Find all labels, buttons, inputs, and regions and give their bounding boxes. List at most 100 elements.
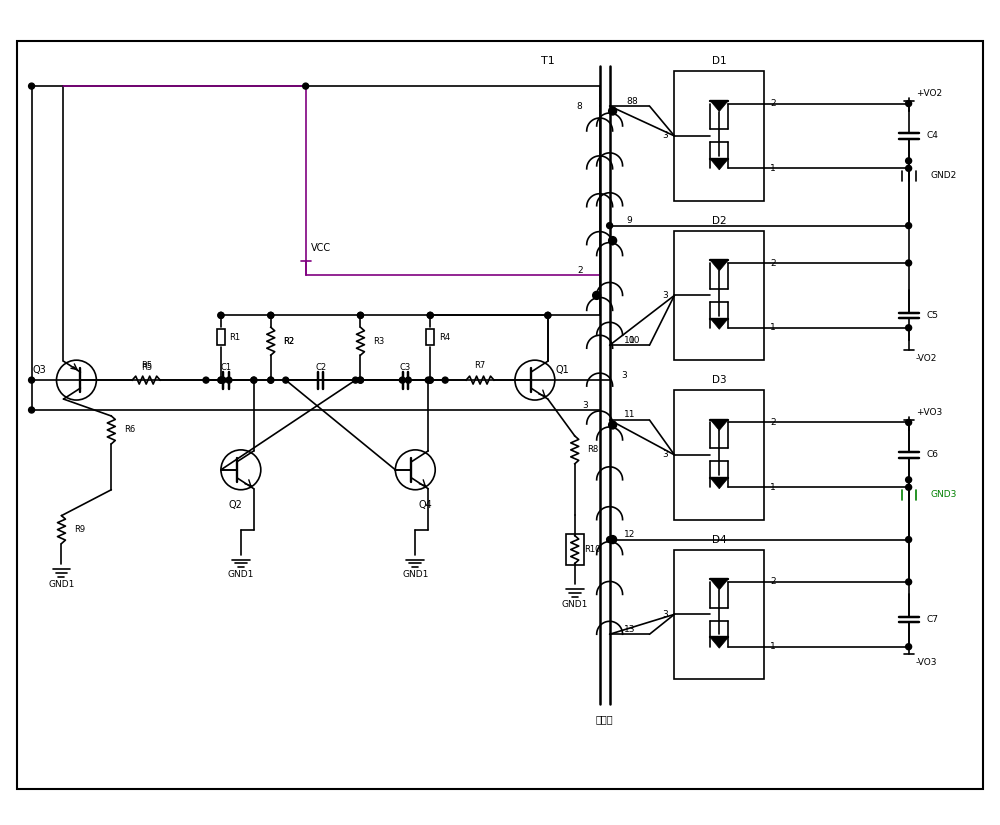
Circle shape <box>357 313 363 318</box>
Polygon shape <box>710 638 728 648</box>
Text: D1: D1 <box>712 56 727 66</box>
Text: 10: 10 <box>629 336 640 345</box>
Circle shape <box>906 325 912 331</box>
Circle shape <box>29 83 35 89</box>
Circle shape <box>906 644 912 650</box>
Polygon shape <box>710 159 728 170</box>
Text: Q4: Q4 <box>418 500 432 510</box>
Text: 9: 9 <box>627 216 632 225</box>
Text: 2: 2 <box>770 99 776 108</box>
Circle shape <box>593 291 601 299</box>
Text: 2: 2 <box>770 258 776 267</box>
Text: -VO3: -VO3 <box>916 658 937 667</box>
Circle shape <box>545 313 551 318</box>
Circle shape <box>906 101 912 106</box>
Text: 1: 1 <box>770 164 776 172</box>
Polygon shape <box>710 260 728 271</box>
Text: 3: 3 <box>582 400 588 409</box>
Circle shape <box>906 419 912 426</box>
Text: 3: 3 <box>663 450 668 460</box>
Circle shape <box>226 377 232 383</box>
Circle shape <box>609 107 617 115</box>
Text: R10: R10 <box>584 545 601 554</box>
Circle shape <box>427 377 433 383</box>
Text: R8: R8 <box>587 446 598 455</box>
Text: C6: C6 <box>927 450 939 460</box>
Text: 8: 8 <box>632 97 637 106</box>
Circle shape <box>357 377 363 383</box>
Bar <box>566 534 584 565</box>
Polygon shape <box>710 318 728 329</box>
Text: GND1: GND1 <box>48 580 75 589</box>
Circle shape <box>268 377 274 383</box>
Circle shape <box>268 313 274 318</box>
Text: R6: R6 <box>124 426 135 435</box>
Circle shape <box>357 313 363 318</box>
Text: D3: D3 <box>712 375 727 385</box>
Circle shape <box>906 477 912 483</box>
Text: C4: C4 <box>927 131 938 140</box>
Bar <box>217 329 225 345</box>
Circle shape <box>906 165 912 172</box>
Text: C1: C1 <box>220 363 231 371</box>
Text: Q3: Q3 <box>33 365 47 375</box>
Circle shape <box>203 377 209 383</box>
Circle shape <box>218 313 224 318</box>
Polygon shape <box>710 101 728 111</box>
Text: D4: D4 <box>712 535 727 544</box>
Circle shape <box>352 377 358 383</box>
Circle shape <box>906 223 912 229</box>
Text: -VO2: -VO2 <box>916 354 937 363</box>
Circle shape <box>442 377 448 383</box>
Circle shape <box>303 83 309 89</box>
Circle shape <box>399 377 405 383</box>
Text: 12: 12 <box>624 530 635 539</box>
Circle shape <box>29 377 35 383</box>
Circle shape <box>357 377 363 383</box>
Text: D2: D2 <box>712 215 727 226</box>
Circle shape <box>283 377 289 383</box>
Text: 13: 13 <box>624 625 635 634</box>
Text: 1: 1 <box>770 323 776 332</box>
Text: 10: 10 <box>624 336 635 345</box>
Text: GND1: GND1 <box>562 600 588 609</box>
Text: R4: R4 <box>439 332 450 342</box>
Circle shape <box>609 421 617 429</box>
Text: 3: 3 <box>663 291 668 300</box>
Text: R9: R9 <box>74 525 85 534</box>
Text: +VO3: +VO3 <box>916 408 942 417</box>
Circle shape <box>607 223 613 229</box>
Text: 3: 3 <box>663 610 668 619</box>
Circle shape <box>609 535 617 544</box>
Bar <box>674 390 764 520</box>
Text: R2: R2 <box>283 337 294 346</box>
Circle shape <box>609 237 617 244</box>
Circle shape <box>405 377 411 383</box>
Circle shape <box>251 377 257 383</box>
Circle shape <box>425 377 431 383</box>
Circle shape <box>607 536 613 543</box>
Text: C5: C5 <box>927 311 939 320</box>
Text: GND1: GND1 <box>402 570 428 579</box>
Text: 2: 2 <box>577 266 583 275</box>
Circle shape <box>218 313 224 318</box>
Text: 8: 8 <box>577 101 583 111</box>
Text: R5: R5 <box>141 363 152 371</box>
Circle shape <box>427 313 433 318</box>
Text: C2: C2 <box>315 363 326 371</box>
Text: 变压器: 变压器 <box>596 714 613 724</box>
Circle shape <box>906 579 912 585</box>
Text: 8: 8 <box>627 97 632 106</box>
Circle shape <box>906 158 912 164</box>
Text: 3: 3 <box>663 131 668 140</box>
Polygon shape <box>710 420 728 431</box>
Text: T1: T1 <box>541 56 555 66</box>
Text: 3: 3 <box>622 370 627 380</box>
Bar <box>426 329 434 345</box>
Text: R1: R1 <box>229 332 240 342</box>
Polygon shape <box>710 478 728 488</box>
Text: GND1: GND1 <box>228 570 254 579</box>
Circle shape <box>218 377 224 383</box>
Text: R2: R2 <box>283 337 294 346</box>
Circle shape <box>251 377 257 383</box>
